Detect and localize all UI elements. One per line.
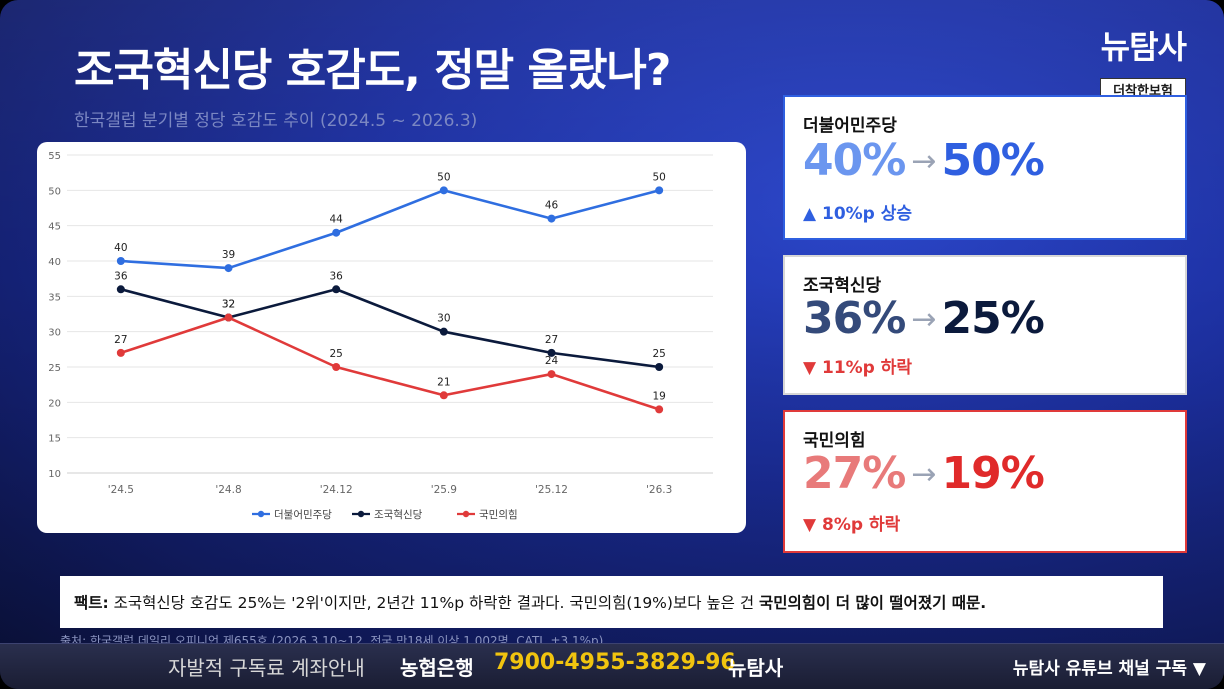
data-label: 36 xyxy=(114,270,128,282)
card-change-label: ▼ 11%p 하락 xyxy=(803,358,913,378)
data-label: 19 xyxy=(652,390,665,402)
data-point xyxy=(224,313,233,322)
data-label: 27 xyxy=(114,334,127,346)
y-tick-label: 10 xyxy=(48,469,61,480)
data-point xyxy=(224,264,233,273)
series-line xyxy=(120,287,660,369)
card-party-name: 국민의힘 xyxy=(803,431,866,451)
line-chart: 10 15 20 25 30 35 40 45 50 55 '24.5 '24.8 '24.12 '25.… xyxy=(48,151,713,521)
data-label: 25 xyxy=(329,348,342,360)
x-tick-label: '24.8 xyxy=(215,484,241,496)
y-tick-label: 45 xyxy=(48,222,61,233)
y-tick-label: 35 xyxy=(48,292,61,303)
series-line xyxy=(120,189,660,270)
y-tick-label: 15 xyxy=(48,434,61,445)
card-party-name: 더불어민주당 xyxy=(803,116,897,136)
data-label: 40 xyxy=(114,242,127,254)
card-to-value: 50% xyxy=(941,135,1044,186)
data-point xyxy=(439,186,448,195)
data-label: 39 xyxy=(222,249,235,261)
data-label: 25 xyxy=(652,348,665,360)
card-to-value: 19% xyxy=(941,448,1044,499)
card-percent-change: 36% → 25% xyxy=(803,293,1045,344)
card-to-value: 25% xyxy=(941,293,1044,344)
ticker-bank-name: 농협은행 xyxy=(400,656,474,680)
card-percent-change: 40% → 50% xyxy=(803,135,1045,186)
data-label: 50 xyxy=(652,171,665,183)
chart-panel: 10 15 20 25 30 35 40 45 50 55 '24.5 '24.8 '24.12 '25.… xyxy=(37,142,746,533)
series-line xyxy=(120,316,660,411)
card-from-value: 27% xyxy=(803,448,906,499)
data-point xyxy=(655,186,664,195)
card-from-value: 36% xyxy=(803,293,906,344)
legend-swatch-dot xyxy=(462,510,470,518)
legend-label: 조국혁신당 xyxy=(374,509,423,521)
data-point xyxy=(332,228,341,237)
data-label: 32 xyxy=(222,299,235,311)
right-arrow-icon: → xyxy=(911,144,936,179)
x-tick-label: '26.3 xyxy=(646,484,672,496)
x-tick-label: '24.5 xyxy=(108,484,134,496)
card-democratic-party: 더불어민주당 40% → 50% ▲ 10%p 상승 xyxy=(783,95,1187,240)
data-point xyxy=(655,363,664,371)
legend-label: 더불어민주당 xyxy=(274,509,332,521)
bottom-ticker: 자발적 구독료 계좌안내 농협은행 7900-4955-3829-96 뉴탐사 … xyxy=(0,643,1224,689)
card-change-label: ▲ 10%p 상승 xyxy=(803,204,913,224)
data-point xyxy=(439,327,448,336)
card-rebuilding-korea-party: 조국혁신당 36% → 25% ▼ 11%p 하락 xyxy=(783,255,1187,395)
data-label: 30 xyxy=(437,313,450,325)
data-point xyxy=(332,363,341,371)
data-label: 50 xyxy=(437,171,450,183)
data-label: 44 xyxy=(329,214,343,226)
y-tick-label: 55 xyxy=(48,151,61,162)
card-party-name: 조국혁신당 xyxy=(803,276,882,296)
brand-logo: 뉴탐사 xyxy=(1100,28,1187,66)
data-point xyxy=(332,285,341,294)
ticker-subscribe-link[interactable]: 뉴탐사 유튜브 채널 구독 ▼ xyxy=(1012,659,1206,679)
data-point xyxy=(116,285,125,294)
data-label: 32 xyxy=(222,299,235,311)
y-tick-label: 50 xyxy=(48,186,61,197)
fact-emphasis: 국민의힘이 더 많이 떨어졌기 때문. xyxy=(759,594,987,612)
card-percent-change: 27% → 19% xyxy=(803,448,1045,499)
legend-swatch-dot xyxy=(357,510,365,518)
data-point xyxy=(116,257,125,265)
card-people-power-party: 국민의힘 27% → 19% ▼ 8%p 하락 xyxy=(783,410,1187,553)
ticker-account-number: 7900-4955-3829-96 xyxy=(494,650,736,675)
right-arrow-icon: → xyxy=(911,457,936,492)
data-point xyxy=(439,391,448,400)
data-label: 36 xyxy=(329,270,343,282)
legend-swatch-dot xyxy=(257,510,265,518)
y-tick-label: 40 xyxy=(48,257,61,268)
data-point xyxy=(547,370,556,379)
fact-box: 팩트: 조국혁신당 호감도 25%는 '2위'이지만, 2년간 11%p 하락한… xyxy=(60,576,1163,628)
legend-label: 국민의힘 xyxy=(479,509,518,521)
data-point xyxy=(547,214,556,223)
data-label: 24 xyxy=(545,355,559,367)
ticker-account-owner: 뉴탐사 xyxy=(728,656,784,680)
x-tick-label: '24.12 xyxy=(320,484,353,496)
x-tick-label: '25.9 xyxy=(431,484,457,496)
fact-text: 조국혁신당 호감도 25%는 '2위'이지만, 2년간 11%p 하락한 결과다… xyxy=(108,594,760,612)
data-point xyxy=(116,348,125,357)
ticker-donation-label: 자발적 구독료 계좌안내 xyxy=(168,656,365,680)
data-point xyxy=(655,405,664,414)
data-point xyxy=(547,348,556,357)
y-tick-label: 20 xyxy=(48,398,61,409)
y-tick-label: 25 xyxy=(48,363,61,374)
page-subtitle: 한국갤럽 분기별 정당 호감도 추이 (2024.5 ~ 2026.3) xyxy=(74,111,478,131)
card-from-value: 40% xyxy=(803,135,906,186)
data-label: 27 xyxy=(545,334,558,346)
x-tick-label: '25.12 xyxy=(535,484,568,496)
page-title: 조국혁신당 호감도, 정말 올랐나? xyxy=(74,45,671,96)
right-arrow-icon: → xyxy=(911,302,936,337)
y-tick-label: 30 xyxy=(48,328,61,339)
card-change-label: ▼ 8%p 하락 xyxy=(803,515,901,535)
fact-label: 팩트: xyxy=(74,594,109,612)
data-label: 46 xyxy=(545,200,559,212)
data-label: 21 xyxy=(437,376,450,388)
